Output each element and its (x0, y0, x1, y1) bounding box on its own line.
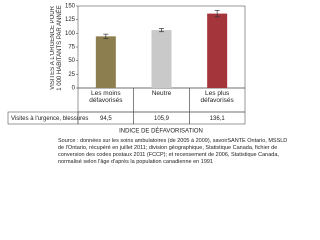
x-tick-label: Les moins défavorisés (89, 90, 123, 104)
x-tick-label: Les plus défavorisés (200, 90, 234, 104)
page: VISITES À L'URGENCE POUR 1 000 HABITANTS… (7, 3, 288, 165)
bar (207, 13, 228, 89)
x-axis-label: INDICE DE DÉFAVORISATION (119, 128, 203, 135)
value-label: 105,9 (154, 116, 170, 122)
y-tick-label: 50 (68, 58, 75, 64)
y-tick-label: 125 (65, 17, 76, 23)
y-tick-label: 100 (65, 31, 76, 37)
x-tick-label: Neutre (151, 90, 172, 97)
table-row-label: Visites à l'urgence, blessures (11, 116, 88, 122)
y-tick-label: 150 (65, 4, 76, 10)
y-tick-label: 75 (68, 45, 75, 51)
source-note: Source : données sur les soins ambulatoi… (58, 138, 288, 165)
category-box: Les moins défavorisés (89, 90, 123, 104)
category-box: Les plus défavorisés (200, 90, 234, 104)
table-cell (189, 111, 246, 125)
y-tick-label: 25 (68, 72, 75, 78)
category-box: Neutre (151, 90, 172, 97)
value-label: 136,1 (210, 116, 226, 122)
source-box: Source : données sur les soins ambulatoi… (58, 138, 288, 165)
value-label: 94,5 (100, 116, 112, 122)
chart: VISITES À L'URGENCE POUR 1 000 HABITANTS… (7, 4, 288, 165)
y-axis-label: VISITES À L'URGENCE POUR 1 000 HABITANTS… (50, 5, 63, 91)
bar (151, 30, 172, 88)
y-tick-label: 0 (72, 86, 76, 92)
bar (95, 36, 116, 88)
